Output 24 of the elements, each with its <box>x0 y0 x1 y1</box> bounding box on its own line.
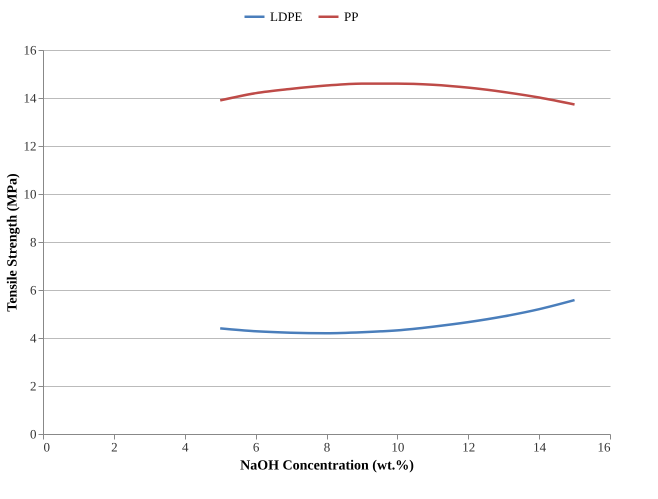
y-tick-label: 4 <box>30 330 37 346</box>
x-tick-label: 2 <box>111 440 118 454</box>
x-tick-label: 16 <box>598 440 611 454</box>
y-tick-label: 8 <box>30 234 36 250</box>
x-tick-label: 4 <box>182 440 189 454</box>
y-tick-label: 12 <box>24 138 36 154</box>
y-tick-label: 14 <box>24 90 37 106</box>
line-series <box>218 298 576 334</box>
x-tick-label: 8 <box>324 440 330 454</box>
y-tick-label: 16 <box>24 42 37 58</box>
y-axis-title: Tensile Strength (MPa) <box>6 172 20 312</box>
y-tick-label: 6 <box>30 282 37 298</box>
legend-label: PP <box>344 8 358 24</box>
x-tick-label: 10 <box>391 440 404 454</box>
x-tick-label: 0 <box>44 440 50 454</box>
y-tick-label: 10 <box>24 186 36 202</box>
y-tick-label: 2 <box>30 378 36 394</box>
legend-label: LDPE <box>270 8 303 24</box>
x-tick-label: 12 <box>462 440 476 454</box>
y-tick-label: 0 <box>30 426 36 442</box>
x-tick-label: 14 <box>533 440 547 454</box>
line-series <box>218 82 576 106</box>
x-axis-title: NaOH Concentration (wt.%) <box>240 458 414 474</box>
x-tick-label: 6 <box>252 440 260 454</box>
